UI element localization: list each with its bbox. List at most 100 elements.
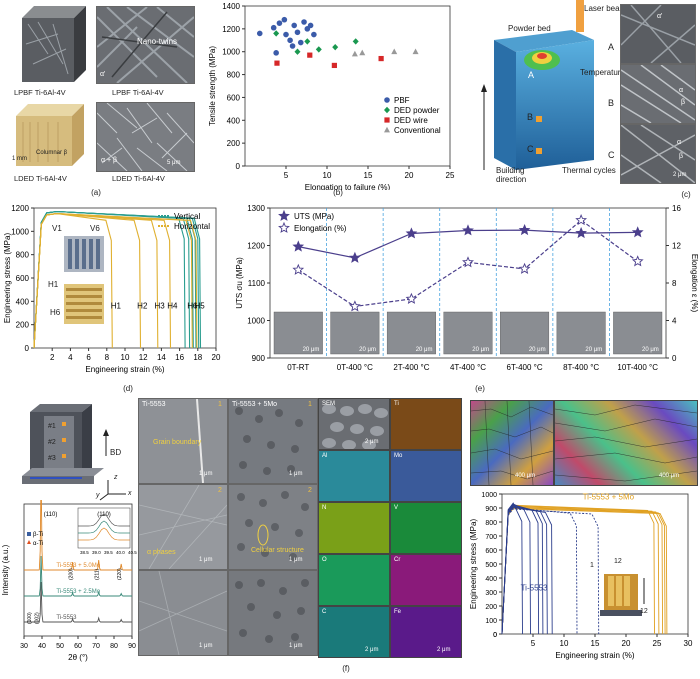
x-tick-label: 15 (364, 171, 373, 180)
x-tick-label: 50 (56, 643, 64, 650)
point-b-out: B (608, 98, 615, 108)
eds-c-scale: 2 μm (365, 647, 379, 653)
h-annotation: H5 (195, 301, 206, 310)
x-category-label: 2T-400 °C (393, 363, 429, 372)
x-tick-label: 70 (92, 643, 100, 650)
y-right-tick-label: 8 (672, 279, 677, 288)
building-direction-label: Building direction (496, 166, 527, 184)
e-micrograph-scale: 20 μm (642, 347, 659, 353)
x-tick-label: 80 (110, 643, 118, 650)
point-pbf (294, 29, 301, 36)
point-b-in: B (527, 112, 534, 122)
lpbf-cube-label: LPBF Ti-6Al-4V (14, 88, 66, 97)
point-pbf (307, 22, 314, 29)
legend-label: DED powder (394, 106, 440, 115)
x-tick-label: 15 (591, 639, 600, 648)
h1-label: H1 (48, 280, 59, 289)
x-tick-label: 60 (74, 643, 82, 650)
point-ded-powder (304, 38, 311, 45)
tem-1a-scale: 1 μm (199, 471, 213, 477)
y-right-tick-label: 16 (672, 204, 681, 213)
caption-b: (b) (333, 188, 343, 197)
caption-f: (f) (342, 664, 350, 673)
temperature-label: Temperature (580, 68, 625, 77)
y-left-tick-label: 1000 (247, 317, 265, 326)
x-tick-label: 30 (20, 643, 28, 650)
caption-c: (c) (681, 190, 691, 199)
point-ded-powder (294, 48, 301, 55)
x-axis-label: Elongation to failure (%) (305, 183, 391, 190)
col1-title: Ti-5553 (142, 401, 166, 408)
elongation-point (348, 300, 361, 312)
point-a-in: A (528, 70, 535, 80)
eds-o-label: O (322, 557, 327, 563)
tem-1a: Ti-5553 1 Grain boundary 1 μm (138, 398, 228, 484)
eds-cr: Cr (390, 554, 462, 606)
tensile-curve (501, 506, 553, 635)
point-pbf (287, 37, 293, 44)
e-micrograph-scale: 20 μm (359, 347, 376, 353)
uts-point (575, 226, 588, 239)
axis-z: z (114, 474, 118, 481)
legend-label: PBF (394, 96, 410, 105)
x-axis-label: Engineering strain (%) (555, 651, 634, 660)
point-conventional (391, 48, 398, 55)
point-ded-powder (352, 38, 359, 45)
x-tick-label: 25 (653, 639, 662, 648)
nano-twins-label: Nano-twins (137, 37, 178, 46)
point-conventional (351, 50, 358, 57)
legend-marker (27, 540, 31, 544)
inset-num-12a: 12 (614, 558, 622, 565)
ebsd-ti5553-5mo: 400 μm (554, 400, 698, 486)
point-pbf (270, 24, 277, 31)
legend-label: α-Ti (33, 541, 43, 547)
tem-2b: 2 Cellular structure 1 μm (228, 484, 318, 570)
elongation-point (405, 292, 418, 304)
peak-label: (211) (95, 568, 101, 580)
specimen-inset: V1 V6 H1 H6 (48, 224, 108, 332)
point-pbf (311, 31, 317, 38)
tem-3b-scale: 1 μm (289, 643, 303, 649)
tem-2b-scale: 1 μm (289, 557, 303, 563)
eds-sem-label: SEM (322, 401, 336, 407)
lpbf-micrograph-label: LPBF Ti-6Al-4V (112, 88, 164, 97)
legend-label: Horizontal (174, 222, 210, 231)
cellular-structure-label: Cellular structure (251, 547, 304, 554)
y-axis-label: Engineering stress (MPa) (3, 233, 12, 324)
plot-frame (244, 5, 451, 167)
ebsd-ti5553: 400 μm (470, 400, 554, 486)
point-ded-wire (331, 62, 337, 69)
y-right-axis-label: Elongation ε (%) (690, 254, 699, 313)
micro-c-alpha: α (677, 139, 682, 146)
block-mark-3: #3 (48, 455, 56, 462)
x-tick-label: 20 (622, 639, 631, 648)
y-tick-label: 400 (227, 116, 241, 125)
x-category-label: 4T-400 °C (450, 363, 486, 372)
point-conventional (412, 48, 419, 55)
x-tick-label: 20 (405, 171, 414, 180)
legend-label: Conventional (394, 126, 441, 135)
e-micrograph-scale: 20 μm (303, 347, 320, 353)
eds-ti-label: Ti (394, 401, 399, 407)
lpbf-cube (22, 6, 86, 82)
xrd-trace (24, 555, 132, 597)
chart-d: 0 200 400 600 800 1000 1200 2 4 6 8 10 12 14 16 18 20 Eng… (3, 204, 221, 374)
e-micrograph (443, 311, 493, 355)
y-tick-label: 1000 (481, 492, 497, 499)
elongation-point (518, 262, 531, 274)
block-mark-2: #2 (48, 439, 56, 446)
x-tick-label: 8 (105, 353, 110, 362)
micro-a: α' (620, 4, 696, 64)
h-annotation: H2 (137, 301, 148, 310)
y-tick-label: 200 (16, 321, 30, 330)
inset-num-1: 1 (590, 562, 594, 569)
e-micrograph (386, 311, 436, 355)
tensile-curve (501, 503, 531, 635)
legend-marker (278, 209, 290, 221)
f-tensile-inset: 1 12 12 (590, 558, 650, 620)
tem-3a-scale: 1 μm (199, 643, 213, 649)
x-tick-label: 4 (68, 353, 73, 362)
uts-point (405, 227, 418, 239)
y-tick-label: 1000 (222, 48, 240, 57)
point-c-out: C (608, 150, 615, 160)
